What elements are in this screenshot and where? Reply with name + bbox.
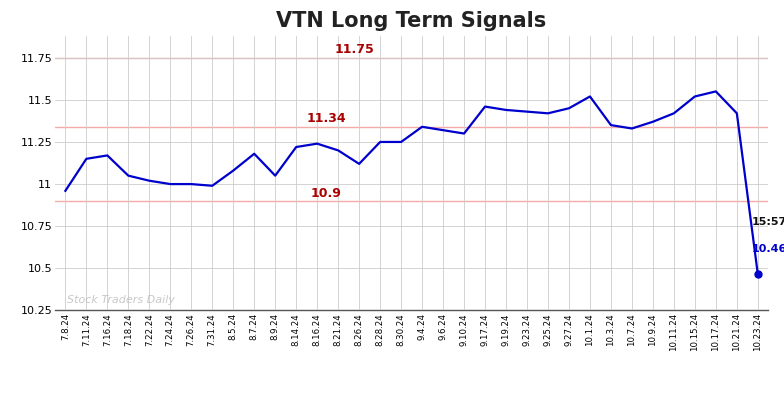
Text: 11.75: 11.75 <box>335 43 375 57</box>
Text: 15:57: 15:57 <box>752 217 784 227</box>
Text: 10.465: 10.465 <box>752 244 784 254</box>
Title: VTN Long Term Signals: VTN Long Term Signals <box>277 12 546 31</box>
Text: Stock Traders Daily: Stock Traders Daily <box>67 295 175 305</box>
Text: 10.9: 10.9 <box>310 187 341 199</box>
Text: 11.34: 11.34 <box>307 113 346 125</box>
